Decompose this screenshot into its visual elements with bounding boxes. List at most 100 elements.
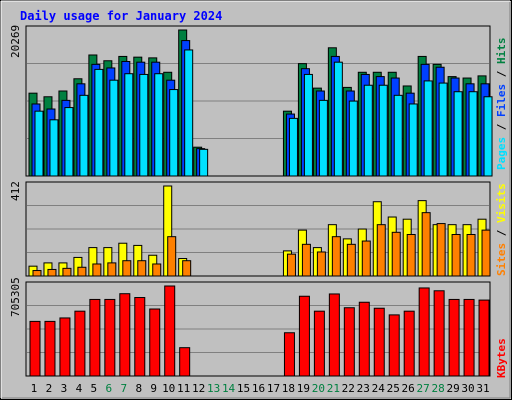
bar-sites <box>316 251 326 277</box>
day-label: 7 <box>120 382 127 395</box>
day-label: 5 <box>91 382 98 395</box>
bar-kbytes <box>44 320 56 377</box>
bar-pages <box>438 82 448 177</box>
day-label: 22 <box>342 382 355 395</box>
day-label: 17 <box>267 382 280 395</box>
bar-kbytes <box>59 317 71 377</box>
bar-pages <box>288 117 298 177</box>
day-label: 23 <box>357 382 370 395</box>
bar-kbytes <box>463 298 475 377</box>
bar-kbytes <box>358 301 370 377</box>
bar-kbytes <box>373 307 385 377</box>
bar-sites <box>331 236 341 277</box>
day-label: 8 <box>135 382 142 395</box>
day-label: 10 <box>162 382 175 395</box>
bar-sites <box>346 243 356 277</box>
day-label: 3 <box>61 382 68 395</box>
bar-pages <box>423 80 433 177</box>
chart-title: Daily usage for January 2024 <box>20 9 222 23</box>
bar-sites <box>406 233 416 277</box>
bar-kbytes <box>328 293 340 377</box>
bar-kbytes <box>89 298 101 377</box>
bar-kbytes <box>29 320 41 377</box>
bar-pages <box>49 119 59 177</box>
bar-sites <box>62 267 72 277</box>
bar-kbytes <box>418 287 430 377</box>
day-label: 30 <box>461 382 474 395</box>
bar-kbytes <box>179 347 191 377</box>
bar-sites <box>47 268 57 277</box>
day-label: 21 <box>327 382 340 395</box>
bar-kbytes <box>149 308 161 377</box>
bar-sites <box>137 260 147 277</box>
bar-pages <box>393 94 403 177</box>
day-label: 18 <box>282 382 295 395</box>
day-label: 20 <box>312 382 325 395</box>
hits-panel-legend: Pages / Files / Hits <box>495 38 508 171</box>
day-label: 6 <box>106 382 113 395</box>
bar-pages <box>199 148 209 177</box>
bar-sites <box>421 212 431 277</box>
day-label: 31 <box>476 382 489 395</box>
legend-files: Files <box>495 84 508 117</box>
bar-sites <box>182 260 192 277</box>
bar-pages <box>34 110 44 177</box>
bar-sites <box>361 240 371 277</box>
bar-kbytes <box>343 307 355 377</box>
day-label: 15 <box>237 382 250 395</box>
bar-pages <box>333 61 343 177</box>
day-axis-labels: 1 2 3 4 5 6 7 8 9 10 11 12 13 14 15 16 17 18 19 20 21 22 23 24 2… <box>31 382 490 395</box>
bar-pages <box>348 100 358 177</box>
bar-kbytes <box>298 295 310 377</box>
bar-pages <box>318 99 328 177</box>
bar-kbytes <box>403 310 415 377</box>
legend-hits: Hits <box>495 38 508 65</box>
bar-sites <box>32 270 42 277</box>
bar-sites <box>286 253 296 277</box>
day-label: 26 <box>402 382 415 395</box>
bar-sites <box>391 231 401 277</box>
bar-kbytes <box>388 314 400 377</box>
bar-pages <box>184 49 194 177</box>
bar-sites <box>301 243 311 277</box>
kbytes-y-max-label: 705305 <box>9 277 22 317</box>
bar-pages <box>483 96 493 177</box>
bar-pages <box>154 73 164 177</box>
bar-sites <box>152 263 162 277</box>
hits-y-max-label: 20269 <box>9 25 22 58</box>
day-label: 16 <box>252 382 265 395</box>
bar-kbytes <box>134 297 146 377</box>
bar-pages <box>408 103 418 177</box>
visits-y-max-label: 412 <box>9 181 22 201</box>
kbytes-panel <box>25 281 491 377</box>
bar-sites <box>107 262 117 277</box>
bar-sites <box>481 229 491 277</box>
bar-kbytes <box>104 298 116 377</box>
bar-pages <box>468 91 478 177</box>
bar-pages <box>303 73 313 177</box>
bar-pages <box>169 89 179 177</box>
bar-kbytes <box>313 310 325 377</box>
bar-pages <box>453 91 463 177</box>
day-label: 9 <box>150 382 157 395</box>
bar-sites <box>167 236 177 277</box>
day-label: 12 <box>192 382 205 395</box>
bar-sites <box>92 263 102 277</box>
day-label: 24 <box>372 382 386 395</box>
bar-kbytes <box>478 299 490 377</box>
day-label: 28 <box>431 382 444 395</box>
bar-pages <box>363 84 373 177</box>
day-label: 25 <box>387 382 400 395</box>
bar-kbytes <box>283 332 295 377</box>
day-label: 11 <box>177 382 190 395</box>
bar-pages <box>94 68 104 177</box>
bar-sites <box>77 266 87 277</box>
bar-pages <box>378 84 388 177</box>
bar-kbytes <box>448 298 460 377</box>
bar-pages <box>139 73 149 177</box>
bar-kbytes <box>119 293 131 377</box>
kbytes-panel-legend: KBytes <box>495 338 508 378</box>
bar-sites <box>436 223 446 277</box>
legend-sites: Sites <box>495 243 508 276</box>
